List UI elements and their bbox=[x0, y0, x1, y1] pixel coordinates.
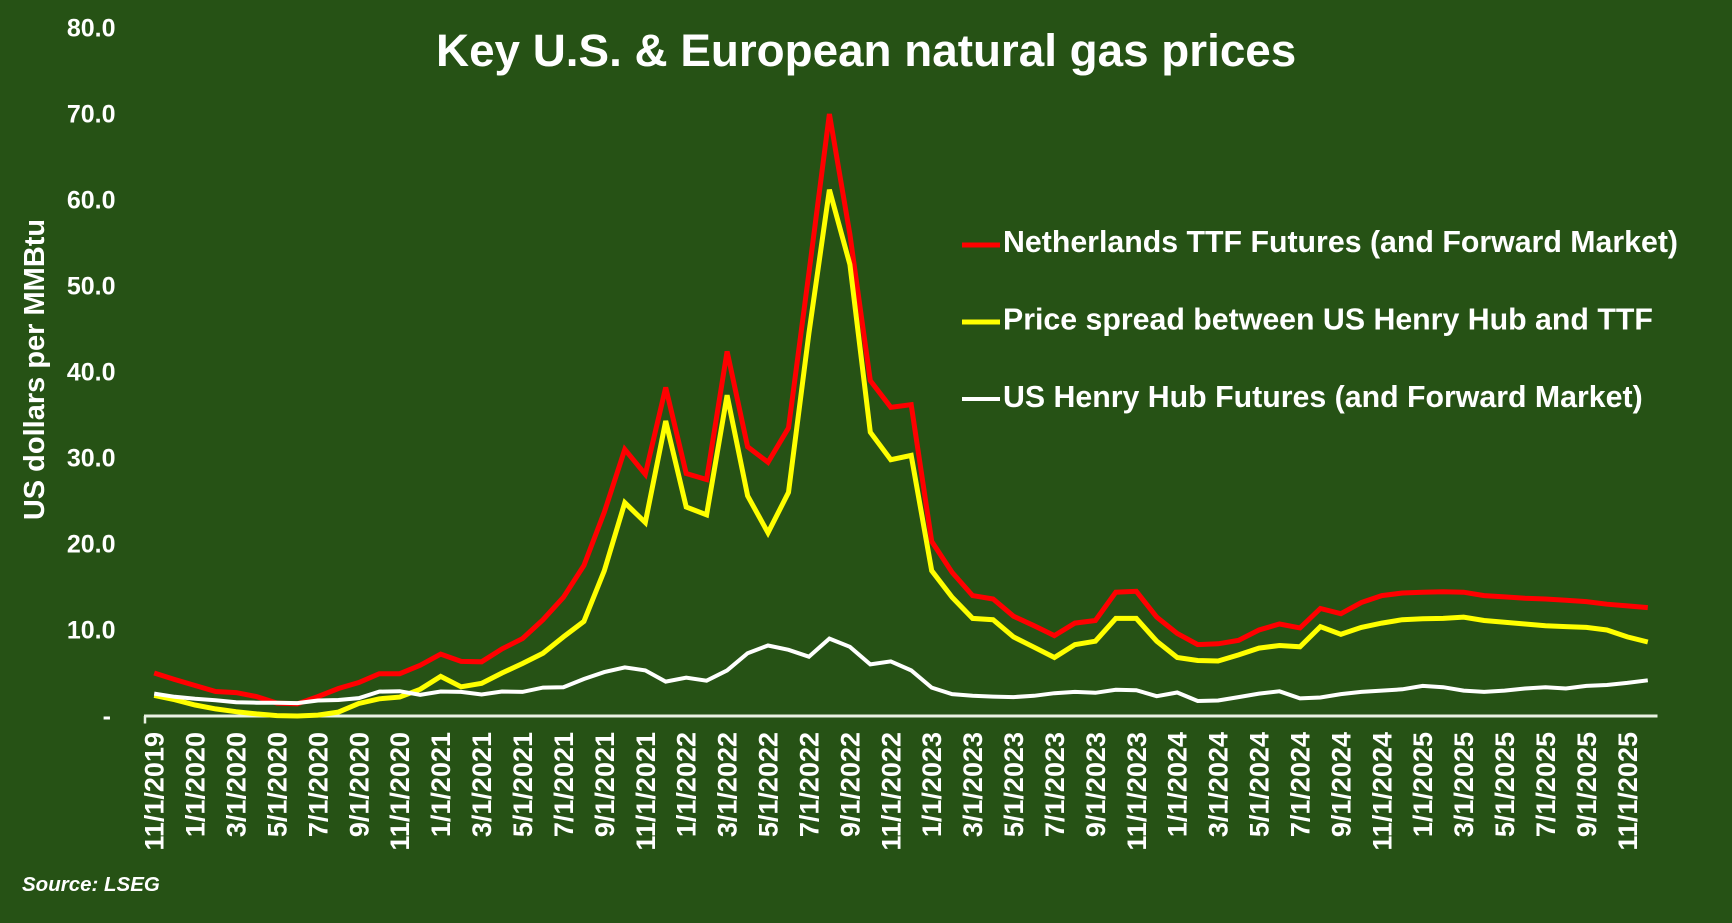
svg-text:1/1/2022: 1/1/2022 bbox=[672, 732, 702, 837]
svg-text:5/1/2025: 5/1/2025 bbox=[1490, 732, 1520, 837]
svg-text:US Henry Hub Futures (and Forw: US Henry Hub Futures (and Forward Market… bbox=[1003, 381, 1643, 414]
svg-text:9/1/2025: 9/1/2025 bbox=[1572, 732, 1602, 837]
svg-text:3/1/2020: 3/1/2020 bbox=[222, 732, 252, 837]
svg-text:11/1/2025: 11/1/2025 bbox=[1613, 732, 1643, 851]
svg-text:Key U.S. & European natural ga: Key U.S. & European natural gas prices bbox=[436, 25, 1296, 76]
svg-text:1/1/2021: 1/1/2021 bbox=[426, 732, 456, 837]
svg-text:7/1/2021: 7/1/2021 bbox=[549, 732, 579, 837]
svg-text:20.0: 20.0 bbox=[67, 531, 116, 559]
svg-text:US dollars per MMBtu: US dollars per MMBtu bbox=[19, 219, 51, 520]
svg-text:11/1/2024: 11/1/2024 bbox=[1367, 732, 1397, 851]
svg-text:80.0: 80.0 bbox=[67, 15, 116, 43]
svg-text:7/1/2022: 7/1/2022 bbox=[794, 732, 824, 837]
svg-text:3/1/2025: 3/1/2025 bbox=[1449, 732, 1479, 837]
svg-text:1/1/2023: 1/1/2023 bbox=[917, 732, 947, 837]
svg-text:11/1/2022: 11/1/2022 bbox=[876, 732, 906, 851]
svg-text:Source: LSEG: Source: LSEG bbox=[22, 873, 160, 896]
svg-text:5/1/2024: 5/1/2024 bbox=[1245, 732, 1275, 837]
svg-text:Netherlands TTF Futures (and F: Netherlands TTF Futures (and Forward Mar… bbox=[1003, 226, 1678, 259]
svg-text:50.0: 50.0 bbox=[67, 273, 116, 301]
svg-text:70.0: 70.0 bbox=[67, 101, 116, 129]
svg-text:7/1/2020: 7/1/2020 bbox=[303, 732, 333, 837]
svg-text:Price spread between US Henry: Price spread between US Henry Hub and TT… bbox=[1003, 304, 1653, 337]
svg-text:9/1/2023: 9/1/2023 bbox=[1081, 732, 1111, 837]
svg-text:1/1/2020: 1/1/2020 bbox=[181, 732, 211, 837]
svg-text:30.0: 30.0 bbox=[67, 445, 116, 473]
svg-text:11/1/2019: 11/1/2019 bbox=[140, 732, 170, 851]
svg-text:3/1/2024: 3/1/2024 bbox=[1204, 732, 1234, 837]
svg-text:3/1/2023: 3/1/2023 bbox=[958, 732, 988, 837]
svg-text:7/1/2025: 7/1/2025 bbox=[1531, 732, 1561, 837]
svg-text:5/1/2022: 5/1/2022 bbox=[754, 732, 784, 837]
svg-text:11/1/2021: 11/1/2021 bbox=[631, 732, 661, 851]
svg-text:5/1/2020: 5/1/2020 bbox=[263, 732, 293, 837]
svg-text:1/1/2025: 1/1/2025 bbox=[1408, 732, 1438, 837]
svg-text:7/1/2024: 7/1/2024 bbox=[1286, 732, 1316, 837]
svg-text:11/1/2020: 11/1/2020 bbox=[385, 732, 415, 851]
svg-text:-: - bbox=[103, 703, 111, 731]
svg-text:9/1/2020: 9/1/2020 bbox=[344, 732, 374, 837]
svg-text:3/1/2022: 3/1/2022 bbox=[713, 732, 743, 837]
svg-text:5/1/2023: 5/1/2023 bbox=[999, 732, 1029, 837]
svg-text:9/1/2021: 9/1/2021 bbox=[590, 732, 620, 837]
svg-text:60.0: 60.0 bbox=[67, 187, 116, 215]
svg-text:10.0: 10.0 bbox=[67, 617, 116, 645]
svg-text:3/1/2021: 3/1/2021 bbox=[467, 732, 497, 837]
svg-text:40.0: 40.0 bbox=[67, 359, 116, 387]
svg-text:5/1/2021: 5/1/2021 bbox=[508, 732, 538, 837]
svg-text:9/1/2024: 9/1/2024 bbox=[1326, 732, 1356, 837]
svg-text:11/1/2023: 11/1/2023 bbox=[1122, 732, 1152, 851]
svg-text:9/1/2022: 9/1/2022 bbox=[835, 732, 865, 837]
svg-text:7/1/2023: 7/1/2023 bbox=[1040, 732, 1070, 837]
svg-text:1/1/2024: 1/1/2024 bbox=[1163, 732, 1193, 837]
